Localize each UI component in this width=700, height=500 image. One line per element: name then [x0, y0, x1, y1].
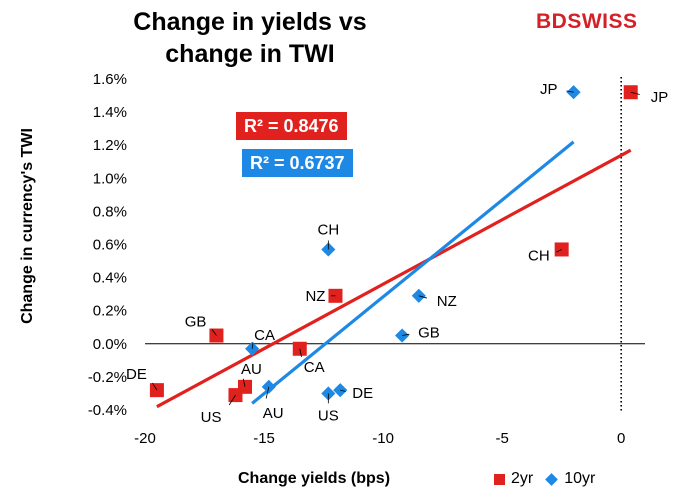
point-label-10yr-CH: CH	[317, 221, 339, 238]
point-label-10yr-NZ: NZ	[437, 293, 457, 310]
x-tick-label: -20	[134, 430, 156, 447]
y-tick-label: 1.6%	[93, 71, 127, 88]
point-label-10yr-GB: GB	[418, 325, 440, 342]
leader-line-2yr-JP	[630, 91, 640, 95]
point-label-2yr-AU: AU	[241, 361, 262, 378]
y-tick-label: -0.4%	[88, 402, 127, 419]
y-tick-label: 0.0%	[93, 336, 127, 353]
leader-line-10yr-NZ	[418, 295, 428, 299]
x-tick-label: -15	[253, 430, 275, 447]
r2-label-2yr: R² = 0.8476	[236, 112, 347, 140]
leader-line-10yr-CA	[251, 342, 254, 349]
leader-line-2yr-AU	[242, 378, 246, 387]
brand-logo: BDSWISS	[536, 10, 638, 33]
leader-line-2yr-DE	[152, 382, 158, 391]
x-tick-label: -5	[495, 430, 508, 447]
point-label-10yr-CA: CA	[254, 327, 275, 344]
leader-line-10yr-GB	[402, 333, 410, 336]
leader-line-2yr-US	[228, 394, 236, 406]
legend-label-10yr: 10yr	[564, 470, 596, 487]
point-label-2yr-DE: DE	[126, 366, 147, 383]
leader-line-10yr-JP	[566, 90, 574, 93]
point-label-10yr-JP: JP	[540, 81, 558, 98]
x-tick-label: -10	[372, 430, 394, 447]
point-label-2yr-US: US	[201, 409, 222, 426]
legend-label-2yr: 2yr	[511, 470, 534, 487]
leader-line-10yr-DE	[340, 389, 346, 392]
point-label-10yr-DE: DE	[352, 385, 373, 402]
y-tick-label: 0.6%	[93, 237, 127, 254]
x-axis-label: Change yields (bps)	[238, 470, 391, 487]
point-label-10yr-AU: AU	[263, 405, 284, 422]
trendline-2yr	[156, 148, 632, 409]
point-label-2yr-CA: CA	[304, 359, 325, 376]
point-label-10yr-US: US	[318, 407, 339, 424]
point-label-2yr-NZ: NZ	[305, 288, 325, 305]
point-label-2yr-GB: GB	[185, 314, 207, 331]
chart-title: Change in yields vs change in TWI	[90, 6, 410, 70]
chart-title-line2: change in TWI	[165, 40, 335, 68]
point-label-2yr-JP: JP	[651, 89, 669, 106]
leader-line-2yr-GB	[211, 328, 217, 336]
y-tick-label: 1.0%	[93, 170, 127, 187]
chart-legend: 2yr 10yr	[494, 470, 595, 488]
trendline-10yr	[251, 140, 575, 405]
y-tick-label: 0.4%	[93, 270, 127, 287]
leader-line-10yr-AU	[265, 386, 270, 399]
y-tick-label: 1.2%	[93, 137, 127, 154]
x-tick-label: 0	[617, 430, 625, 447]
leader-line-2yr-CA	[299, 348, 302, 357]
point-label-2yr-CH: CH	[528, 247, 550, 264]
y-tick-label: 0.2%	[93, 303, 127, 320]
y-tick-label: 1.4%	[93, 104, 127, 121]
y-tick-label: 0.8%	[93, 203, 127, 220]
legend-square-marker	[494, 473, 505, 485]
chart-title-line1: Change in yields vs	[133, 8, 367, 36]
leader-line-2yr-CH	[556, 249, 562, 253]
y-tick-label: -0.2%	[88, 369, 127, 386]
r2-label-10yr: R² = 0.6737	[242, 149, 353, 177]
